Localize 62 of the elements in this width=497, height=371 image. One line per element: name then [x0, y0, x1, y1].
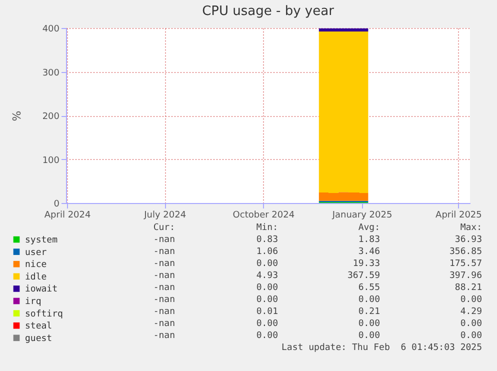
legend-label: irq	[25, 297, 42, 307]
x-tick-label: April 2024	[44, 210, 92, 220]
text: 0.00	[459, 318, 482, 330]
text: Avg:	[357, 222, 380, 234]
text: 3.46	[357, 246, 380, 258]
text: 0.00	[255, 330, 278, 342]
text: 0.00	[357, 318, 380, 330]
text: -nan	[152, 258, 175, 270]
text: -nan	[152, 234, 175, 246]
text: 0.01	[255, 306, 278, 318]
text: 88.21	[454, 282, 482, 294]
text: 4.93	[255, 270, 278, 282]
text: 1.06	[255, 246, 278, 258]
text: 1.83	[357, 234, 380, 246]
legend-label: nice	[25, 260, 47, 270]
text: 397.96	[448, 270, 482, 282]
text: 0.00	[255, 282, 278, 294]
text: -nan	[152, 330, 175, 342]
text: Cur:	[152, 222, 175, 234]
text: -nan	[152, 306, 175, 318]
legend-label: steal	[25, 322, 52, 332]
legend-label: user	[25, 248, 48, 258]
text: 0.00	[255, 258, 278, 270]
text: 6.55	[357, 282, 380, 294]
text: 367.59	[346, 270, 380, 282]
x-tick-label: April 2025	[436, 210, 482, 220]
y-tick-label: 300	[42, 68, 60, 78]
legend-label: iowait	[25, 284, 58, 295]
text: 356.85	[448, 246, 482, 258]
text: 0.83	[255, 234, 278, 246]
x-tick-label: October 2024	[232, 210, 295, 220]
text: -nan	[152, 294, 175, 306]
y-tick-label: 200	[42, 112, 60, 122]
text: 0.00	[255, 318, 278, 330]
text: 0.00	[459, 294, 482, 306]
x-tick-label: January 2025	[331, 210, 392, 220]
text: -nan	[152, 318, 175, 330]
text: 0.00	[357, 294, 380, 306]
legend-label: softirq	[25, 309, 63, 320]
text: 0.00	[255, 294, 278, 306]
y-tick-label: 400	[42, 24, 60, 34]
text: 4.29	[459, 306, 482, 318]
text: 175.57	[448, 258, 482, 270]
y-tick-label: 0	[54, 200, 60, 210]
y-axis-title: %	[10, 110, 24, 122]
chart-title: CPU usage - by year	[202, 4, 335, 19]
text: 0.00	[357, 330, 380, 342]
legend-label: system	[25, 236, 58, 246]
x-tick-label: July 2024	[143, 210, 186, 220]
y-tick-label: 100	[42, 156, 60, 166]
text: Last update: Thu Feb 6 01:45:03 2025	[280, 342, 482, 354]
text: 36.93	[454, 234, 482, 246]
text: Min:	[255, 222, 278, 234]
legend-label: guest	[25, 334, 52, 344]
text: 0.00	[459, 330, 482, 342]
text: -nan	[152, 282, 175, 294]
text: Max:	[459, 222, 482, 234]
text: 0.21	[357, 306, 380, 318]
legend-label: idle	[25, 272, 47, 282]
text: -nan	[152, 246, 175, 258]
text: -nan	[152, 270, 175, 282]
text: 19.33	[352, 258, 380, 270]
